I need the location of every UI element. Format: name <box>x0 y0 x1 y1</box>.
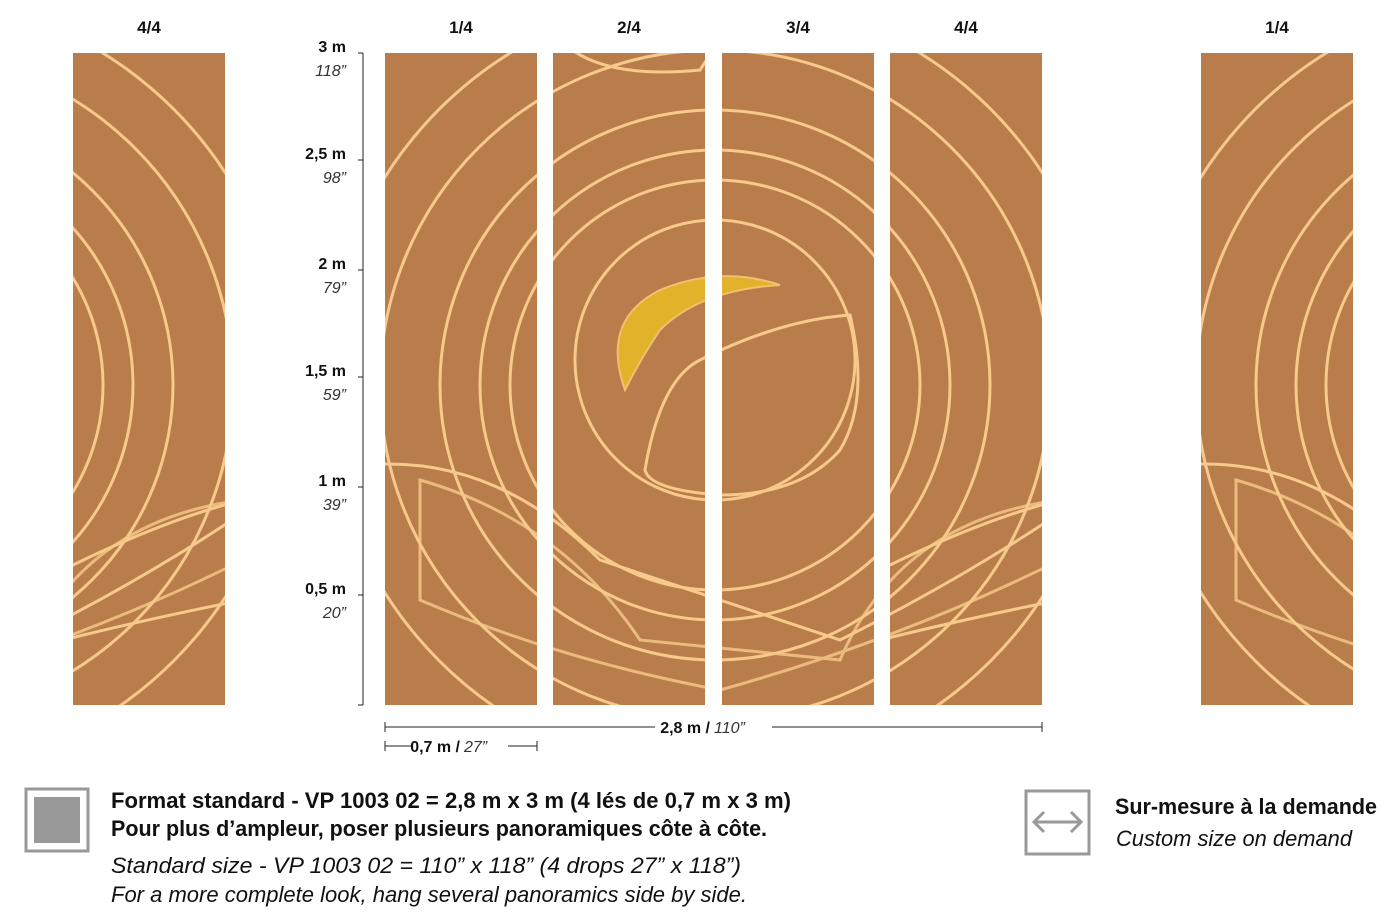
panel-label: 4/4 <box>954 18 978 37</box>
ruler <box>358 52 1043 751</box>
custom-icon-arrow <box>1031 810 1084 834</box>
scale-imperial: 39” <box>323 497 347 514</box>
scale-metric: 0,5 m <box>305 581 346 598</box>
panel-label: 1/4 <box>1265 18 1289 37</box>
custom-icon <box>1024 789 1091 856</box>
scale-imperial: 118” <box>315 63 347 80</box>
scale-imperial: 98” <box>323 170 347 187</box>
standard-line: Format standard - VP 1003 02 = 2,8 m x 3… <box>111 788 791 813</box>
scale-metric: 1 m <box>318 473 346 490</box>
scale-imperial: 20” <box>322 605 347 622</box>
scale-metric: 3 m <box>318 39 346 56</box>
panel-label: 4/4 <box>137 18 161 37</box>
total-width: 2,8 m / <box>660 720 710 737</box>
panel-art <box>73 53 1353 705</box>
scale-metric: 2,5 m <box>305 146 346 163</box>
drop-width-imperial: 27” <box>463 739 488 756</box>
scale-imperial: 59” <box>323 387 347 404</box>
standard-line: For a more complete look, hang several p… <box>111 882 747 907</box>
scale-metric: 2 m <box>318 256 346 273</box>
standard-icon-fill <box>34 797 80 843</box>
scale-imperial: 79” <box>323 280 347 297</box>
total-width-imperial: 110” <box>714 720 746 737</box>
scale-metric: 1,5 m <box>305 363 346 380</box>
panel-label: 1/4 <box>449 18 473 37</box>
standard-icon <box>24 787 90 853</box>
custom-subtitle: Custom size on demand <box>1116 826 1353 851</box>
drop-width: 0,7 m / <box>410 739 460 756</box>
panel-label: 2/4 <box>617 18 641 37</box>
custom-title: Sur-mesure à la demande <box>1115 794 1377 819</box>
panel-label: 3/4 <box>786 18 810 37</box>
standard-line: Standard size - VP 1003 02 = 110” x 118”… <box>111 853 741 878</box>
standard-line: Pour plus d’ampleur, poser plusieurs pan… <box>111 816 767 841</box>
